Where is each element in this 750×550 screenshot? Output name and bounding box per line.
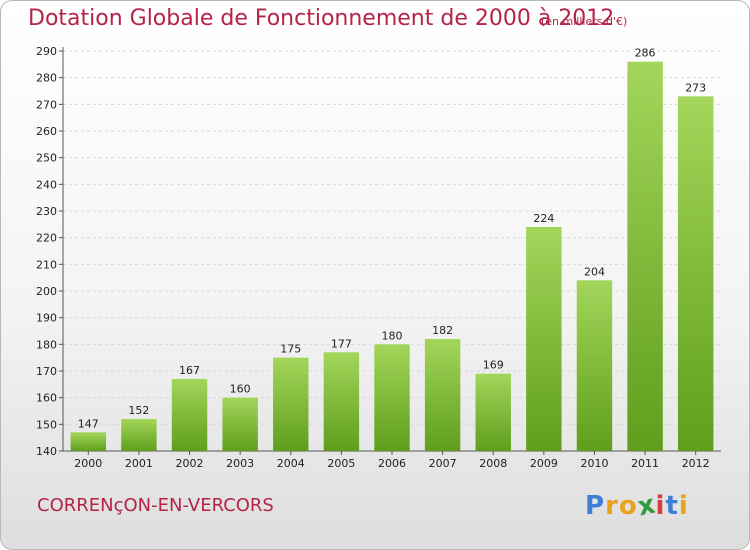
bar — [222, 397, 258, 451]
y-tick-label: 290 — [36, 45, 57, 58]
x-tick-label: 2009 — [530, 457, 558, 470]
x-tick-label: 2000 — [74, 457, 102, 470]
x-tick-label: 2005 — [327, 457, 355, 470]
data-label: 177 — [331, 337, 352, 350]
chart-title: Dotation Globale de Fonctionnement de 20… — [28, 6, 615, 31]
bar — [576, 280, 613, 451]
y-tick-label: 190 — [36, 312, 57, 325]
x-tick-label: 2002 — [176, 457, 204, 470]
data-label: 169 — [483, 359, 504, 372]
data-label: 273 — [685, 81, 706, 94]
commune-name: CORRENçON-EN-VERCORS — [37, 495, 274, 516]
logo-letter: i — [678, 491, 689, 521]
logo-letter: P — [585, 491, 606, 521]
bar — [374, 344, 410, 451]
bar — [475, 373, 511, 451]
data-label: 167 — [179, 364, 200, 377]
y-tick-label: 270 — [36, 98, 57, 111]
data-label: 224 — [533, 212, 554, 225]
x-tick-label: 2010 — [580, 457, 608, 470]
y-tick-label: 280 — [36, 72, 57, 85]
proxiti-logo: Proxiti — [585, 489, 689, 522]
data-label: 286 — [635, 47, 656, 60]
logo-letter: i — [655, 491, 666, 521]
x-tick-label: 2006 — [378, 457, 406, 470]
chart-subtitle: (en milliers d'€) — [541, 15, 628, 28]
bar — [171, 379, 208, 451]
bar-chart: 140 150 160 170 180 190 200 210 220 230 240 250 260 2… — [36, 45, 721, 470]
data-label: 152 — [128, 404, 149, 417]
bar — [424, 339, 461, 451]
y-tick-label: 240 — [36, 178, 57, 191]
bar — [70, 432, 107, 451]
y-tick-label: 230 — [36, 205, 57, 218]
x-tick-label: 2007 — [429, 457, 457, 470]
x-tick-label: 2003 — [226, 457, 254, 470]
logo-letter: r — [605, 491, 619, 521]
y-tick-label: 220 — [36, 232, 57, 245]
logo-letter: o — [618, 491, 638, 521]
bar — [677, 96, 714, 451]
bar — [273, 357, 309, 451]
y-tick-label: 140 — [36, 445, 57, 458]
bar — [323, 352, 360, 451]
y-tick-label: 260 — [36, 125, 57, 138]
x-tick-label: 2001 — [125, 457, 153, 470]
data-label: 182 — [432, 324, 453, 337]
y-tick-label: 200 — [36, 285, 57, 298]
data-label: 147 — [78, 417, 99, 430]
y-tick-label: 250 — [36, 152, 57, 165]
y-tick-label: 180 — [36, 338, 57, 351]
y-tick-label: 160 — [36, 392, 57, 405]
x-tick-label: 2004 — [277, 457, 305, 470]
bar — [526, 227, 562, 451]
bar — [627, 61, 663, 452]
y-tick-label: 170 — [36, 365, 57, 378]
data-label: 180 — [382, 329, 403, 342]
y-tick-label: 210 — [36, 258, 57, 271]
x-tick-label: 2012 — [682, 457, 710, 470]
data-label: 160 — [230, 383, 251, 396]
x-tick-label: 2011 — [631, 457, 659, 470]
logo-letter: t — [665, 491, 679, 521]
data-label: 204 — [584, 265, 605, 278]
x-tick-label: 2008 — [479, 457, 507, 470]
data-label: 175 — [280, 343, 301, 356]
bar — [121, 419, 157, 451]
y-tick-label: 150 — [36, 418, 57, 431]
